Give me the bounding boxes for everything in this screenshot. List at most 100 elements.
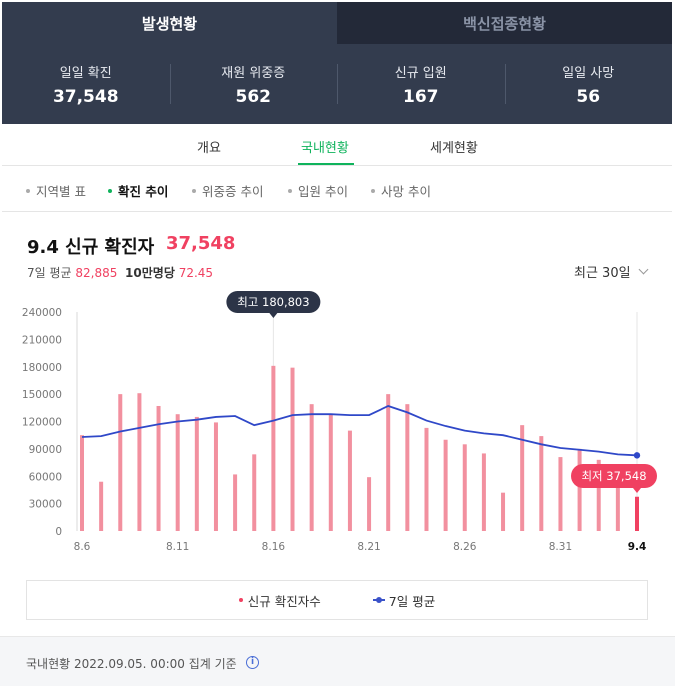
tab-vaccination-status[interactable]: 백신접종현황 — [337, 2, 672, 44]
chart-bar — [118, 394, 123, 531]
stat-label: 일일 확진 — [59, 65, 112, 81]
chart-bar — [156, 405, 161, 531]
max-tooltip-bg — [226, 291, 321, 313]
chart-legend: 신규 확진자수 7일 평균 — [26, 580, 648, 620]
per-value: 72.45 — [178, 266, 214, 280]
info-icon[interactable]: i — [246, 656, 259, 669]
sub-tabs: 개요 국내현황 세계현황 — [2, 124, 672, 166]
stat-value: 167 — [403, 86, 439, 107]
chart-bar — [367, 477, 372, 531]
stat-new-admissions: 신규 입원 167 — [337, 44, 505, 124]
chart-subinfo: 7일 평균 82,885 10만명당 72.45 — [27, 264, 213, 281]
footer-text: 국내현황 2022.09.05. 00:00 집계 기준 — [26, 657, 237, 671]
y-tick-label: 30000 — [29, 499, 62, 511]
legend-item-line[interactable]: 7일 평균 — [372, 591, 435, 610]
chart-bar — [443, 439, 448, 531]
chart-bar — [635, 496, 639, 531]
chart-bar — [328, 414, 333, 531]
avg-label: 7일 평균 — [27, 266, 72, 280]
chart-bar — [233, 474, 238, 531]
x-tick-label: 8.11 — [166, 541, 189, 553]
filter-regional-table[interactable]: 지역별 표 — [26, 181, 86, 200]
x-tick-label: 9.4 — [628, 541, 647, 553]
min-tooltip-pointer — [633, 488, 641, 493]
chart-bar — [577, 448, 582, 531]
chart-bar — [309, 404, 314, 531]
period-label: 최근 30일 — [574, 266, 631, 281]
chart-bar — [501, 492, 506, 531]
chart-bar — [271, 365, 276, 531]
x-tick-label: 8.6 — [74, 541, 91, 553]
y-tick-label: 120000 — [22, 417, 62, 429]
summary-stats: 일일 확진 37,548 재원 위중증 562 신규 입원 167 일일 사망 … — [2, 44, 672, 124]
legend-item-bars[interactable]: 신규 확진자수 — [238, 591, 321, 610]
chart-bar — [347, 430, 352, 531]
avg-line — [81, 405, 638, 457]
chart-bar — [596, 459, 601, 531]
chart-bar — [424, 427, 429, 531]
confirmed-cases-chart: 0 30000 60000 90000 120000 150000 180000 210000… — [22, 291, 657, 553]
top-header: 발생현황 백신접종현황 일일 확진 37,548 재원 위중증 562 신규 입… — [2, 2, 672, 124]
bullet-icon — [108, 188, 112, 193]
chevron-down-icon — [638, 264, 649, 275]
tab-domestic[interactable]: 국내현황 — [301, 141, 349, 156]
bullet-icon — [371, 188, 375, 193]
avg-line-endpoint — [633, 452, 641, 459]
stat-critical: 재원 위중증 562 — [169, 44, 338, 124]
legend-dot-icon — [238, 598, 243, 602]
y-tick-label: 150000 — [22, 389, 62, 401]
max-tooltip-label: 최고 180,803 — [237, 295, 309, 309]
chart-bar — [615, 465, 620, 531]
filter-confirmed-trend[interactable]: 확진 추이 — [108, 181, 168, 200]
chart-bar — [290, 367, 295, 531]
y-tick-label: 90000 — [29, 444, 62, 456]
min-tooltip-label: 최저 37,548 — [581, 469, 646, 483]
legend-line-icon — [372, 597, 385, 603]
tab-outbreak-status[interactable]: 발생현황 — [2, 2, 337, 44]
active-tab-underline — [298, 163, 354, 165]
x-tick-label: 8.31 — [549, 541, 572, 553]
chart-title-value: 37,548 — [166, 233, 236, 254]
max-tooltip-pointer — [269, 313, 278, 318]
chart-bar — [175, 414, 180, 531]
per-label: 10만명당 — [125, 266, 175, 280]
chart-bar — [481, 453, 486, 531]
tab-world[interactable]: 세계현황 — [430, 141, 478, 156]
filter-label: 지역별 표 — [36, 184, 86, 199]
x-tick-label: 8.16 — [262, 541, 286, 553]
filter-critical-trend[interactable]: 위중증 추이 — [192, 181, 263, 200]
y-tick-label: 210000 — [22, 334, 62, 346]
filter-bar: 지역별 표 확진 추이 위중증 추이 입원 추이 사망 추이 — [2, 166, 672, 212]
y-tick-label: 0 — [55, 526, 62, 538]
bullet-icon — [288, 188, 292, 193]
chart-bar — [405, 404, 410, 531]
stat-value: 562 — [235, 86, 272, 107]
chart-bar — [252, 454, 257, 531]
bullet-icon — [192, 188, 196, 193]
stat-label: 재원 위중증 — [221, 65, 286, 81]
stat-daily-confirmed: 일일 확진 37,548 — [2, 44, 170, 124]
chart-title: 9.4 신규 확진자 — [27, 237, 155, 258]
tab-overview[interactable]: 개요 — [197, 141, 221, 156]
footer: 국내현황 2022.09.05. 00:00 집계 기준 i — [0, 636, 675, 686]
filter-label: 위중증 추이 — [202, 184, 264, 199]
filter-admission-trend[interactable]: 입원 추이 — [288, 181, 348, 200]
x-tick-label: 8.26 — [453, 541, 477, 553]
chart-bar — [137, 393, 142, 531]
stat-label: 일일 사망 — [562, 65, 615, 81]
chart-bar — [462, 444, 467, 531]
filter-death-trend[interactable]: 사망 추이 — [371, 181, 431, 200]
avg-value: 82,885 — [75, 266, 118, 280]
chart-bar — [213, 422, 218, 531]
chart-bar — [99, 481, 104, 531]
chart-bar — [80, 435, 84, 531]
chart-bar — [539, 436, 544, 531]
stat-daily-deaths: 일일 사망 56 — [504, 44, 673, 124]
legend-label: 신규 확진자수 — [247, 593, 321, 609]
y-tick-label: 60000 — [29, 471, 62, 483]
stat-value: 37,548 — [52, 86, 119, 107]
min-tooltip-bg — [571, 464, 657, 488]
period-dropdown[interactable]: 최근 30일 — [574, 262, 649, 281]
filter-label: 사망 추이 — [381, 184, 431, 199]
stat-label: 신규 입원 — [394, 65, 447, 81]
